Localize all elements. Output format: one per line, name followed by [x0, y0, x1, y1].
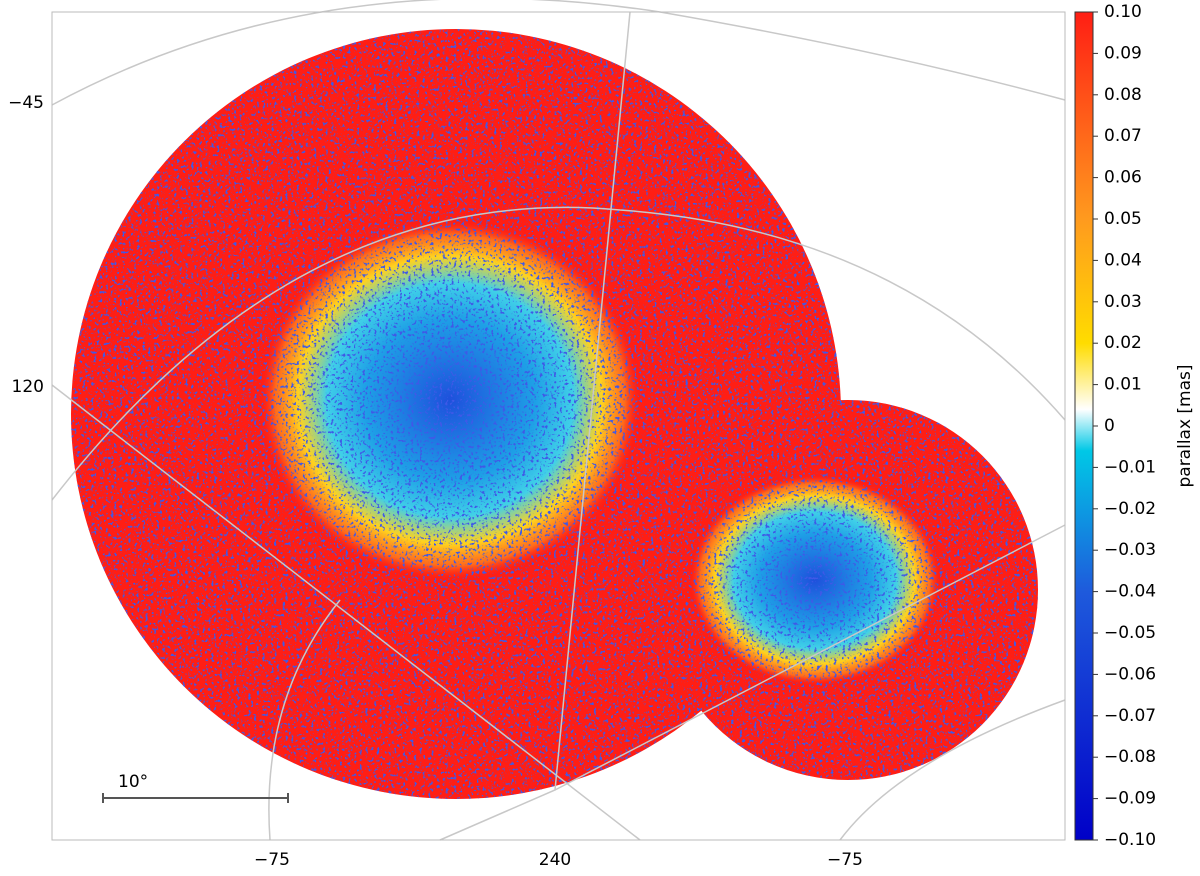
grid-line [51, 206, 1066, 501]
colorbar-tick-label: 0.05 [1104, 209, 1142, 229]
grid-line [554, 524, 1066, 791]
sky-map [71, 29, 1038, 799]
colorbar-tick-label: −0.09 [1104, 789, 1156, 809]
colorbar-tick-label: −0.06 [1104, 664, 1156, 684]
grid-line [839, 699, 1066, 841]
x-coordinate-label: −75 [254, 850, 290, 870]
colorbar-tick-label: 0.03 [1104, 292, 1142, 312]
colorbar-tick-label: 0.06 [1104, 168, 1142, 188]
colorbar-tick-label: −0.03 [1104, 540, 1156, 560]
colorbar-tick-label: −0.01 [1104, 457, 1156, 477]
map-speckle [71, 29, 1038, 799]
scale-bar: 10° [102, 772, 289, 803]
colorbar-tick-label: −0.10 [1104, 830, 1156, 850]
y-coordinate-label: −45 [8, 93, 44, 113]
colorbar-tick-label: 0.09 [1104, 43, 1142, 63]
colorbar-tick-label: −0.04 [1104, 582, 1156, 602]
colorbar-tick-label: 0.02 [1104, 333, 1142, 353]
y-coordinate-label: 120 [12, 377, 44, 397]
grid-line [51, 0, 1066, 106]
colorbar-tick-label: 0.01 [1104, 375, 1142, 395]
grid-line [51, 384, 641, 841]
x-coordinate-label: 240 [539, 850, 571, 870]
colorbar-tick-label: −0.07 [1104, 706, 1156, 726]
colorbar-label: parallax [mas] [1175, 364, 1195, 487]
colorbar-tick-label: −0.05 [1104, 623, 1156, 643]
colorbar-tick-label: 0.08 [1104, 85, 1142, 105]
colorbar-tick-label: 0.07 [1104, 126, 1142, 146]
colorbar [1074, 11, 1094, 841]
colorbar-tick-label: 0.10 [1104, 2, 1142, 22]
colorbar-tick-label: 0 [1104, 416, 1115, 436]
colorbar-tick-label: −0.02 [1104, 499, 1156, 519]
colorbar-tick-label: 0.04 [1104, 250, 1142, 270]
x-coordinate-label: −75 [827, 850, 863, 870]
grid-line [268, 599, 341, 841]
coordinate-grid [51, 0, 1066, 841]
scale-bar-label: 10° [118, 772, 148, 792]
colorbar-tick-label: −0.08 [1104, 747, 1156, 767]
plot-frame [51, 11, 1066, 841]
